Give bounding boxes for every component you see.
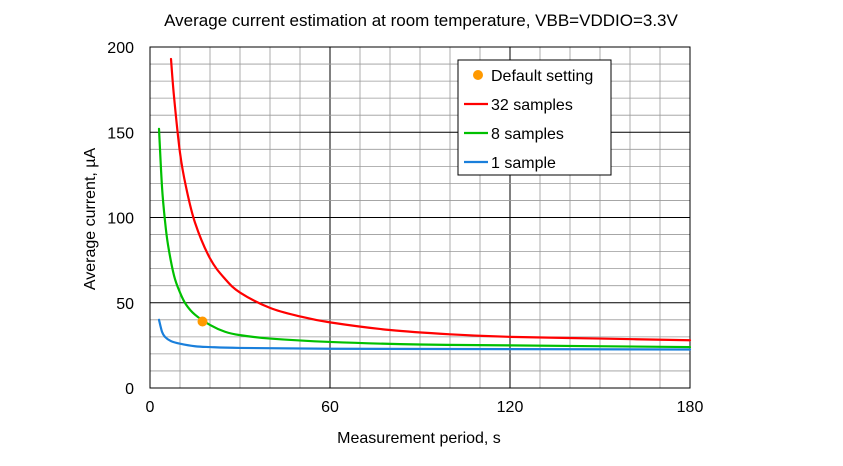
y-tick-label: 150 — [107, 125, 134, 142]
legend: Default setting 32 samples 8 samples 1 samp… — [457, 59, 612, 176]
series-line-8-samples — [157, 127, 692, 349]
x-tick-label: 60 — [321, 399, 339, 416]
legend-label: 32 samples — [491, 97, 573, 114]
x-tick-label: 180 — [677, 399, 704, 416]
x-tick-label: 120 — [497, 399, 524, 416]
legend-label: Default setting — [491, 68, 593, 85]
chart-title: Average current estimation at room tempe… — [164, 11, 678, 30]
default-setting-marker — [197, 316, 208, 327]
legend-marker — [473, 70, 483, 80]
y-tick-label: 100 — [107, 211, 134, 228]
y-tick-label: 200 — [107, 40, 134, 57]
y-tick-label: 50 — [116, 296, 134, 313]
plot-area — [149, 46, 691, 389]
legend-box — [457, 59, 612, 176]
legend-label: 8 samples — [491, 126, 564, 143]
series-line-1-sample — [157, 318, 692, 351]
series-line-32-samples — [169, 57, 692, 342]
x-axis-label: Measurement period, s — [337, 430, 501, 447]
x-tick-label: 0 — [146, 399, 155, 416]
y-tick-label: 0 — [125, 381, 134, 398]
tick-labels: 0 60 120 180 0 50 100 150 200 — [107, 40, 703, 416]
series-layer — [157, 57, 692, 351]
y-axis-label: Average current, µA — [82, 148, 99, 291]
legend-label: 1 sample — [491, 155, 556, 172]
